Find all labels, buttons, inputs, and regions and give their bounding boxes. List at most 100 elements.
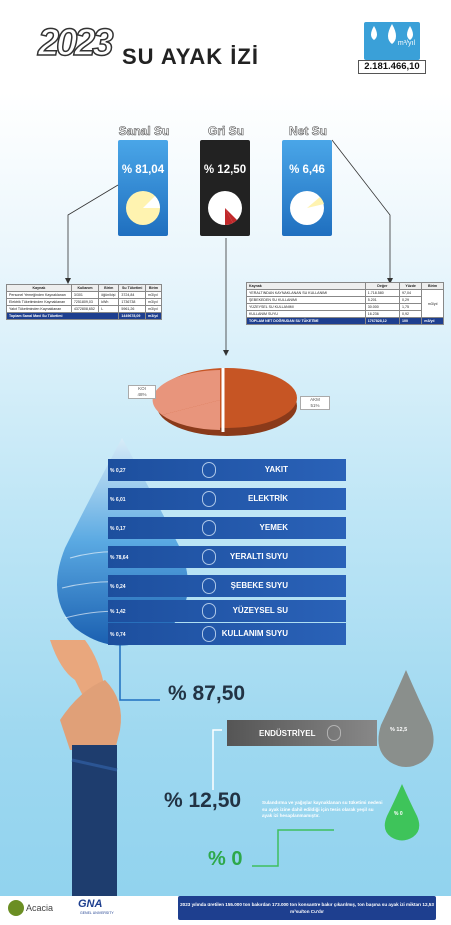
fuel-icon — [202, 462, 216, 478]
vt-header: Su Tüketimi — [118, 284, 146, 292]
net-su-pie — [290, 191, 324, 225]
sanal-su-card: % 81,04 — [118, 140, 168, 236]
pie-label-koi: KOI 48% — [128, 385, 156, 399]
net-water-table: Kaynak Değer Yüzde Birim YERALTINDAN KAY… — [246, 282, 444, 325]
hand-illustration — [50, 640, 121, 896]
table-row: ŞEBEKEDEN SU KULLANIMI 5.201 0,29 — [246, 296, 444, 304]
drop-icon — [202, 578, 216, 594]
gri-su-card: % 12,50 — [200, 140, 250, 236]
gri-su-pie — [208, 191, 242, 225]
vt-header: Kaynak — [6, 284, 72, 292]
nt-header: Değer — [364, 282, 401, 290]
industrial-band: ENDÜSTRİYEL — [227, 720, 377, 746]
cell: 100 — [398, 317, 423, 325]
nt-header: Birim — [421, 282, 444, 290]
band-percent: % 0,17 — [110, 526, 126, 532]
gri-su-percent: % 12,50 — [203, 164, 247, 176]
gray-drop-pct: % 12,5 — [390, 727, 408, 733]
cell: 3724,84 — [118, 291, 146, 299]
pie-label-value: 51% — [310, 403, 320, 408]
cell: 16.236 — [364, 310, 401, 318]
sanal-su-pie — [126, 191, 160, 225]
drop-icon — [202, 626, 216, 642]
industrial-label: ENDÜSTRİYEL — [259, 729, 316, 738]
gri-su-title: Gri Su — [207, 124, 245, 139]
pie-label-text: KOI — [138, 386, 146, 391]
band-kullanim: % 0,74 KULLANIM SUYU — [108, 623, 346, 645]
vt-header: Birim — [98, 284, 120, 292]
band-percent: % 78,64 — [110, 555, 129, 561]
cell: TOPLAM NET DOĞRUDAN SU TÜKETİMİ — [246, 317, 366, 325]
acacia-logo: Acacia — [26, 903, 54, 913]
sanal-su-percent: % 81,04 — [121, 164, 165, 176]
gna-logo-sub: GENEL UNIVERSITY — [80, 911, 114, 915]
page-title: SU AYAK İZİ — [122, 44, 259, 69]
pie-label-value: 48% — [137, 392, 147, 397]
cell: 4372808,652 — [70, 305, 100, 313]
cell: 1.718.580 — [364, 289, 401, 297]
footer-note: 2023 yılında üretilen 155.000 ton bakırd… — [180, 902, 434, 914]
water-drops-icon — [371, 24, 413, 44]
net-su-title: Net Su — [288, 124, 328, 139]
cell: L — [98, 305, 120, 313]
cell: 3/301 — [70, 291, 100, 299]
band-label: ŞEBEKE SUYU — [230, 581, 288, 590]
pie-slice-koi — [152, 370, 220, 415]
band-label: YERALTI SUYU — [229, 552, 288, 561]
sanal-su-title: Sanal Su — [118, 124, 170, 139]
factory-icon — [327, 725, 341, 741]
cell: Elektrik Tüketiminden Kaynaklanan — [6, 298, 72, 306]
band-sebeke: % 0,24 ŞEBEKE SUYU — [108, 575, 346, 597]
net-su-percent: % 6,46 — [289, 164, 325, 176]
cell: 30.000 — [364, 303, 401, 311]
band-label: YEMEK — [259, 523, 288, 532]
green-drop — [384, 784, 420, 841]
cell: 5.201 — [364, 296, 401, 304]
cell: m3/yıl — [145, 291, 162, 299]
pie-label-text: AKM — [310, 397, 320, 402]
band-elektrik: % 6,01 ELEKTRİK — [108, 488, 346, 510]
cell: m3/yıl — [145, 305, 162, 313]
band-percent: % 1,42 — [110, 609, 126, 615]
cell: 1,75 — [398, 303, 423, 311]
gna-logo: GNA — [78, 898, 103, 910]
green-water-total: % 0 — [208, 848, 243, 870]
band-percent: % 0,24 — [110, 584, 126, 590]
lightning-icon — [202, 491, 216, 507]
pie-label-akm: AKM 51% — [300, 396, 330, 410]
badge-value: 2.181.466,10 — [358, 60, 426, 74]
table-row: YERALTINDAN KAYNAKLANAN SU KULLANIMI 1.7… — [246, 289, 444, 318]
gray-water-pie-chart — [152, 368, 297, 436]
net-su-card: % 6,46 — [282, 140, 332, 236]
cell: kWh — [98, 298, 120, 306]
nt-header: Yüzde — [398, 282, 423, 290]
cell: 97,04 — [398, 289, 423, 297]
gray-drop — [378, 670, 434, 767]
water-badge: m³/yıl — [364, 22, 420, 60]
vt-header: Kullanım — [70, 284, 100, 292]
cell: 0,29 — [398, 296, 423, 304]
band-yakit: % 0,27 YAKIT — [108, 459, 346, 481]
cell: 5961,26 — [118, 305, 146, 313]
nt-header: Kaynak — [246, 282, 366, 290]
cell: 1736738 — [118, 298, 146, 306]
cell: Toplam Sanal Mavi Su Tüketimi — [5, 312, 120, 320]
cell: m3/yıl — [145, 312, 162, 320]
cell: Yakıt Tüketiminden Kaynaklanan — [6, 305, 72, 313]
band-yemek: % 0,17 YEMEK — [108, 517, 346, 539]
cell: ŞEBEKEDEN SU KULLANIMI — [246, 296, 366, 304]
cell: 0,92 — [398, 310, 423, 318]
band-label: KULLANIM SUYU — [221, 629, 288, 638]
virtual-water-table: Kaynak Kullanım Birim Su Tüketimi Birim … — [5, 284, 162, 320]
band-percent: % 6,01 — [110, 497, 126, 503]
table-row: Yakıt Tüketiminden Kaynaklanan 4372808,6… — [6, 305, 162, 313]
green-water-note: Sulandırma ve yağışlar kaynaklanan su tü… — [262, 800, 383, 818]
blue-water-total: % 87,50 — [168, 682, 246, 705]
band-percent: % 0,74 — [110, 632, 126, 638]
cell: Personel Yemeğinden Kaynaklanan — [6, 291, 72, 299]
cell: 7251809,03 — [70, 298, 100, 306]
table-row: Personel Yemeğinden Kaynaklanan 3/301 öğ… — [6, 291, 162, 299]
cell: m3/yıl — [421, 289, 444, 318]
cell: YERALTINDAN KAYNAKLANAN SU KULLANIMI — [246, 289, 366, 297]
table-row: Elektrik Tüketiminden Kaynaklanan 725180… — [6, 298, 162, 306]
